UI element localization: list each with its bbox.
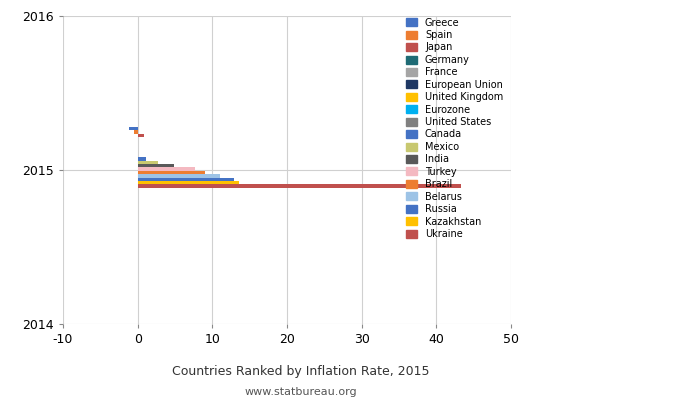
Bar — [138, 164, 174, 167]
Bar — [138, 184, 461, 188]
Bar — [138, 161, 158, 164]
Bar — [130, 127, 138, 130]
Legend: Greece, Spain, Japan, Germany, France, European Union, United Kingdom, Eurozone,: Greece, Spain, Japan, Germany, France, E… — [402, 15, 506, 242]
Bar — [138, 137, 139, 140]
Bar — [138, 154, 139, 157]
Bar — [138, 174, 220, 178]
Bar — [134, 130, 138, 134]
Bar — [138, 134, 144, 137]
Text: www.statbureau.org: www.statbureau.org — [245, 387, 357, 397]
Bar — [138, 167, 195, 171]
Bar — [138, 140, 139, 144]
Bar — [138, 178, 234, 181]
Text: Countries Ranked by Inflation Rate, 2015: Countries Ranked by Inflation Rate, 2015 — [172, 366, 430, 378]
Bar — [138, 171, 205, 174]
Bar — [138, 181, 239, 184]
Bar — [138, 157, 146, 161]
